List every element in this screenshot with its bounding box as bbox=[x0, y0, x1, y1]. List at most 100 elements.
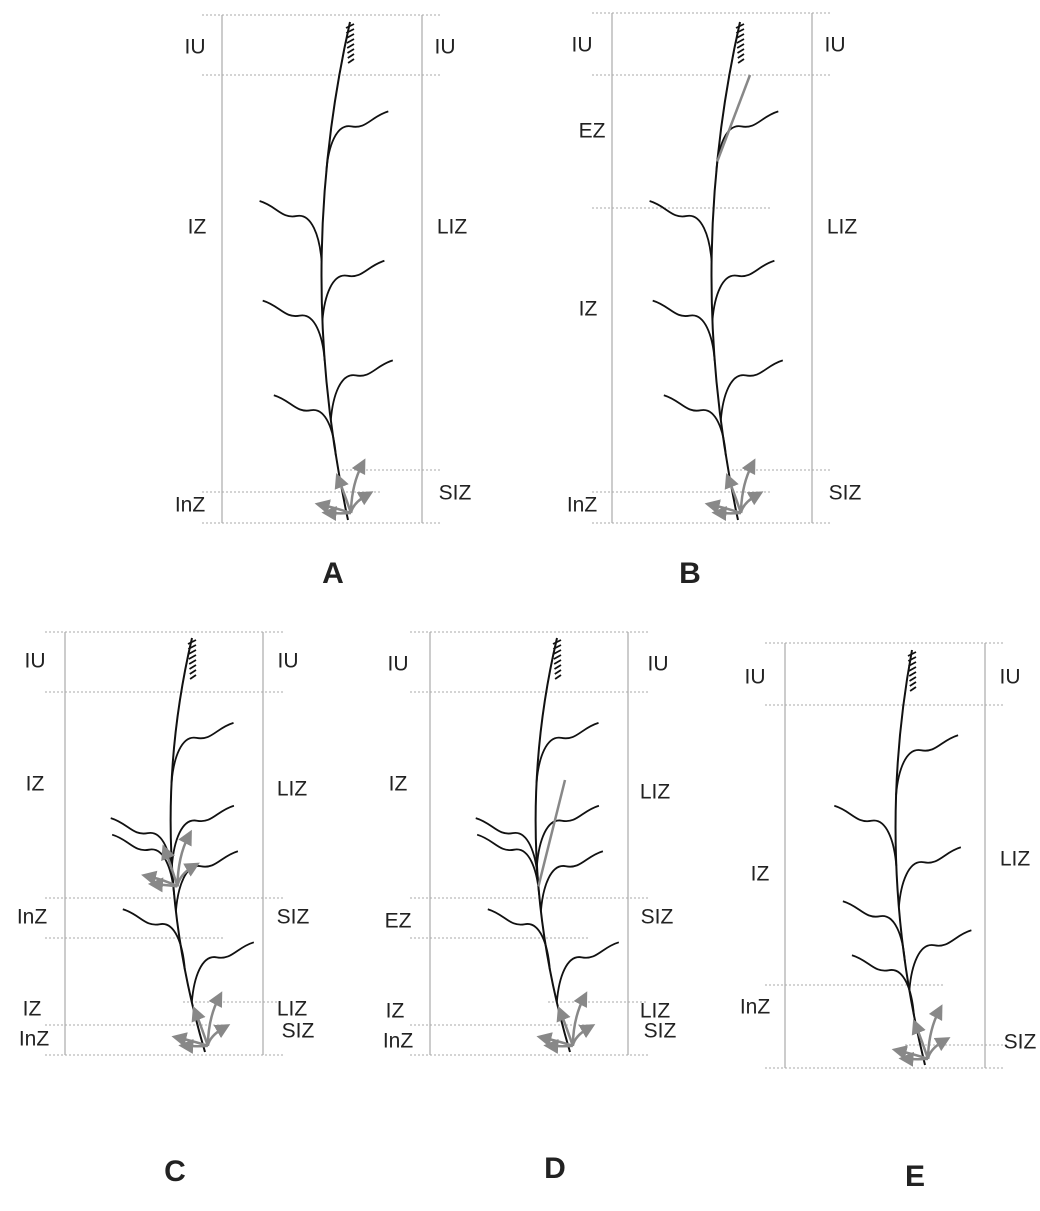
inflorescence bbox=[554, 664, 562, 670]
leaf bbox=[321, 259, 385, 321]
inflorescence bbox=[737, 53, 745, 59]
leaf bbox=[715, 110, 779, 172]
inflorescence bbox=[907, 656, 917, 662]
zone-label: IU bbox=[388, 653, 409, 676]
zone-label: LIZ bbox=[640, 1000, 671, 1023]
tiller-arrow bbox=[349, 491, 374, 514]
inflorescence bbox=[347, 48, 355, 54]
leaf bbox=[711, 259, 775, 321]
panel-letter: D bbox=[544, 1152, 566, 1185]
stem bbox=[320, 21, 351, 521]
inflorescence bbox=[909, 681, 917, 687]
inflorescence bbox=[735, 23, 745, 29]
inflorescence bbox=[909, 676, 917, 682]
leaf bbox=[555, 941, 620, 1003]
leaf bbox=[535, 722, 599, 783]
leaf bbox=[475, 817, 539, 879]
inflorescence bbox=[553, 659, 562, 665]
zone-label: IU bbox=[648, 653, 669, 676]
zone-label: SIZ bbox=[439, 482, 472, 505]
inflorescence bbox=[552, 644, 562, 650]
inflorescence bbox=[345, 28, 355, 34]
leaf bbox=[663, 394, 727, 456]
inflorescence bbox=[908, 666, 917, 672]
leaf bbox=[842, 900, 906, 962]
tiller-arrow bbox=[176, 862, 200, 887]
inflorescence bbox=[552, 639, 562, 645]
inflorescence bbox=[908, 661, 917, 667]
tiller-arrow bbox=[571, 991, 588, 1046]
inflorescence bbox=[554, 669, 562, 675]
leaf bbox=[273, 394, 337, 456]
inflorescence bbox=[187, 644, 197, 650]
leaf bbox=[487, 908, 551, 970]
zone-label: LIZ bbox=[277, 778, 308, 801]
inflorescence bbox=[347, 53, 355, 59]
zone-label: SIZ bbox=[282, 1020, 315, 1043]
panel-letter: C bbox=[164, 1155, 186, 1188]
zone-label: LIZ bbox=[827, 216, 858, 239]
leaf bbox=[329, 359, 394, 421]
zone-label: EZ bbox=[579, 120, 606, 143]
tiller-arrow bbox=[571, 1024, 596, 1047]
leaf bbox=[851, 954, 915, 1016]
tiller-arrow bbox=[926, 1037, 951, 1060]
leaf bbox=[834, 804, 898, 866]
zone-label: LIZ bbox=[437, 216, 468, 239]
tiller-arrow bbox=[536, 1032, 574, 1048]
inflorescence bbox=[736, 33, 745, 39]
inflorescence bbox=[908, 671, 917, 677]
inflorescence bbox=[345, 23, 355, 29]
inflorescence bbox=[553, 649, 562, 655]
zone-label: InZ bbox=[175, 494, 206, 517]
panel-letter: B bbox=[679, 557, 701, 590]
leaf bbox=[111, 833, 176, 895]
tiller-arrow bbox=[147, 877, 178, 893]
leaf bbox=[908, 929, 972, 991]
zone-label: IZ bbox=[751, 863, 770, 886]
zone-label: EZ bbox=[385, 910, 412, 933]
zone-label: IZ bbox=[26, 773, 45, 796]
zone-label: IZ bbox=[389, 773, 408, 796]
inflorescence bbox=[188, 659, 197, 665]
leaf bbox=[190, 941, 255, 1003]
zone-label: InZ bbox=[17, 906, 48, 929]
inflorescence bbox=[346, 43, 355, 49]
leaf bbox=[122, 908, 186, 970]
zone-label: LIZ bbox=[277, 998, 308, 1021]
zone-label: LIZ bbox=[1000, 848, 1031, 871]
tiller-arrow bbox=[739, 458, 756, 514]
leaf bbox=[652, 299, 716, 361]
zone-label: InZ bbox=[740, 996, 771, 1019]
leaf bbox=[897, 846, 962, 908]
tiller-arrow bbox=[926, 1004, 943, 1059]
leaf bbox=[895, 734, 959, 796]
zone-label: SIZ bbox=[641, 906, 674, 929]
zone-label: IU bbox=[1000, 666, 1021, 689]
zone-label: IZ bbox=[386, 1000, 405, 1023]
zone-label: IU bbox=[185, 36, 206, 59]
inflorescence bbox=[554, 674, 562, 680]
tiller-arrow bbox=[349, 458, 366, 514]
zone-label: IZ bbox=[579, 298, 598, 321]
inflorescence bbox=[189, 669, 197, 675]
inflorescence bbox=[737, 48, 745, 54]
leaf bbox=[259, 200, 323, 262]
leaf bbox=[649, 200, 713, 262]
inflorescence bbox=[907, 651, 917, 657]
inflorescence bbox=[188, 654, 197, 660]
extension-tiller bbox=[716, 74, 752, 162]
zone-label: IU bbox=[435, 36, 456, 59]
leaf bbox=[174, 850, 239, 912]
zone-label: InZ bbox=[567, 494, 598, 517]
zone-label: IZ bbox=[188, 216, 207, 239]
tiller-arrow bbox=[739, 491, 764, 514]
zone-label: IU bbox=[825, 34, 846, 57]
inflorescence bbox=[736, 38, 745, 44]
zone-label: SIZ bbox=[829, 482, 862, 505]
zone-label: SIZ bbox=[277, 906, 310, 929]
inflorescence bbox=[553, 654, 562, 660]
leaf bbox=[539, 850, 604, 912]
